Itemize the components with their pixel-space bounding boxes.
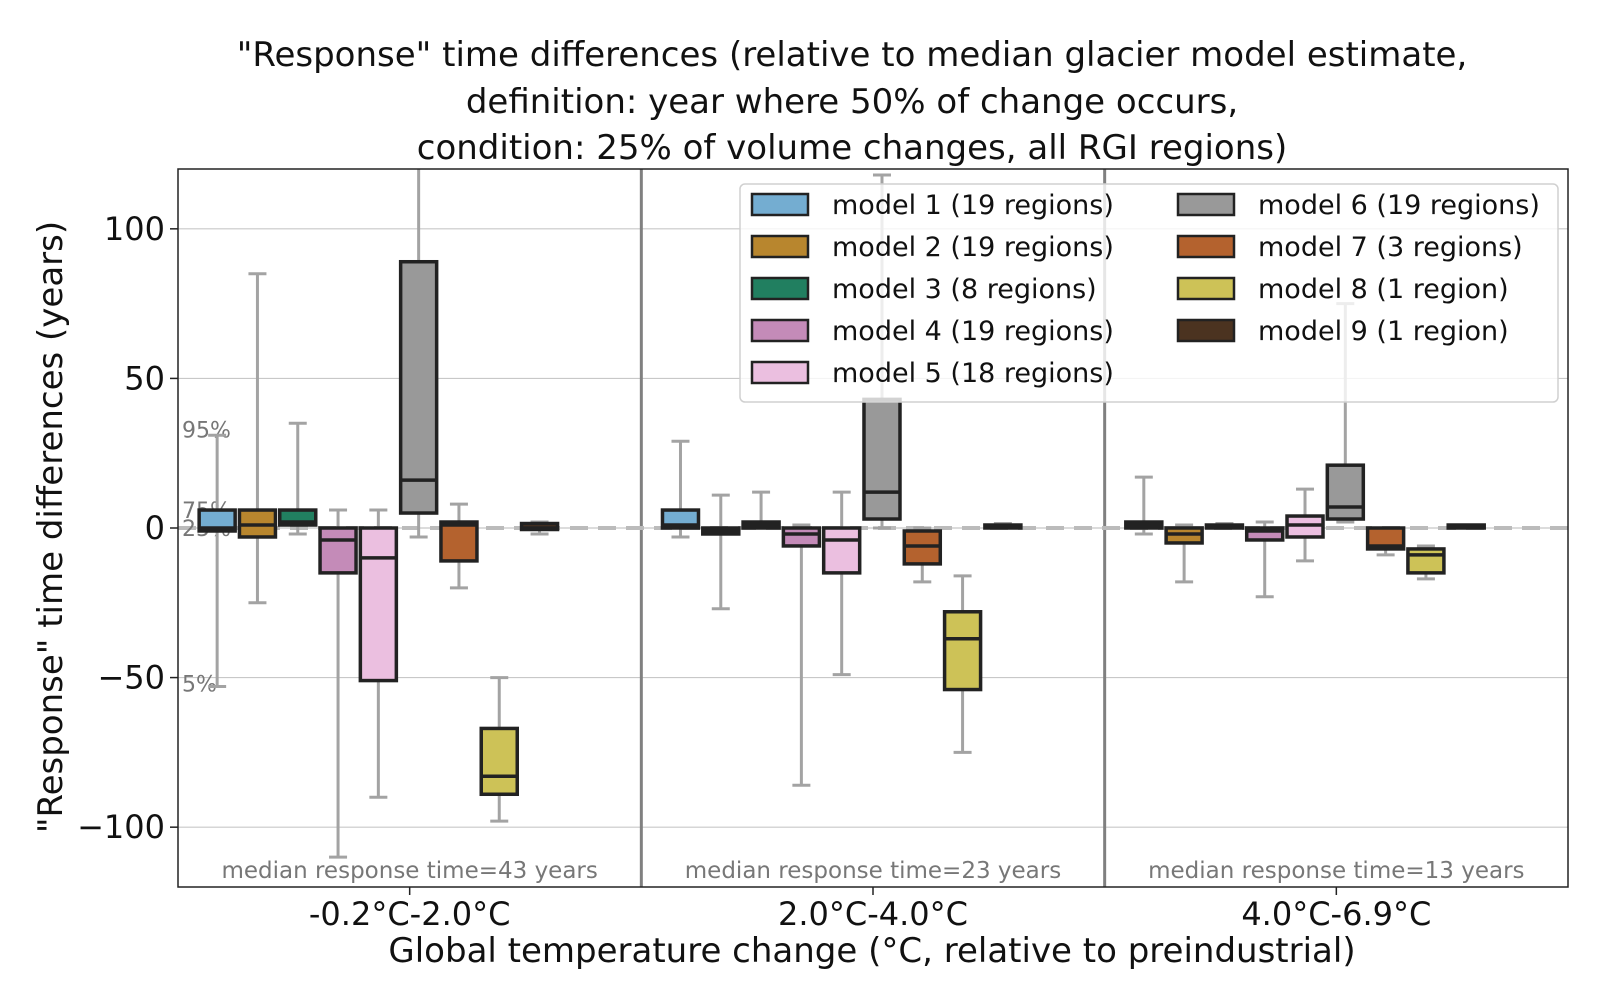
box-item <box>660 439 701 539</box>
box-rect <box>398 259 439 515</box>
legend-label: model 7 (3 regions) <box>1258 232 1523 263</box>
box-item <box>1446 523 1486 530</box>
box-rect <box>1406 547 1446 575</box>
legend-swatch <box>750 192 810 217</box>
legend-swatch <box>1176 234 1236 259</box>
box-rect <box>1325 463 1366 521</box>
chart-title-line-3: condition: 25% of volume changes, all RG… <box>417 128 1288 168</box>
box-item <box>1204 522 1245 530</box>
box-item <box>318 508 358 859</box>
legend-label: model 4 (19 regions) <box>832 316 1114 347</box>
legend-item: model 6 (19 regions) <box>1176 190 1540 221</box>
box-rect <box>1365 526 1406 551</box>
legend-box <box>739 183 1559 403</box>
box-rect <box>479 726 519 797</box>
legend-item: model 9 (1 region) <box>1176 316 1509 347</box>
box-item <box>1365 526 1406 557</box>
percentile-annotations: 95%75%25%5% <box>182 418 231 697</box>
legend-item: model 8 (1 region) <box>1176 274 1509 305</box>
x-axis-label: Global temperature change (°C, relative … <box>388 931 1355 971</box>
legend-swatch <box>750 234 810 259</box>
box-item <box>781 523 822 787</box>
legend-item: model 3 (8 regions) <box>750 274 1097 305</box>
box-item <box>983 522 1023 530</box>
x-tick-label: 4.0°C-6.9°C <box>1241 895 1431 933</box>
x-tick-label: 2.0°C-4.0°C <box>778 895 968 933</box>
box-item <box>479 676 519 823</box>
box-item <box>398 169 439 539</box>
legend-swatch <box>750 318 810 343</box>
box-item <box>741 490 781 530</box>
legend-swatch <box>1176 192 1236 217</box>
legend-item: model 4 (19 regions) <box>750 316 1114 347</box>
y-axis-label: "Response" time differences (years) <box>31 221 71 833</box>
chart-title-line-1: "Response" time differences (relative to… <box>237 35 1468 75</box>
legend-label: model 8 (1 region) <box>1258 274 1509 305</box>
y-axis-ticks: −100 −50 0 50 100 <box>77 210 178 846</box>
y-tick-label: 50 <box>124 359 165 397</box>
box-item <box>439 502 479 590</box>
box-item <box>821 490 862 677</box>
box-item <box>237 272 278 605</box>
box-item <box>278 421 318 536</box>
box-rect <box>197 508 237 533</box>
legend-swatch <box>1176 318 1236 343</box>
box-item <box>197 433 237 689</box>
y-tick-label: 0 <box>145 509 165 547</box>
legend-label: model 5 (18 regions) <box>832 358 1114 389</box>
legend-item: model 5 (18 regions) <box>750 358 1114 389</box>
y-tick-label: −50 <box>97 659 165 697</box>
legend-item: model 7 (3 regions) <box>1176 232 1523 263</box>
median-response-label: median response time=43 years <box>221 858 597 884</box>
box-item <box>358 508 399 799</box>
median-response-labels: median response time=43 years median resp… <box>221 858 1524 884</box>
legend-label: model 9 (1 region) <box>1258 316 1509 347</box>
box-rect <box>358 526 399 683</box>
box-item <box>1406 544 1446 581</box>
y-tick-label: 100 <box>104 210 165 248</box>
box-rect <box>942 610 983 692</box>
box-rect <box>781 526 822 548</box>
box-item <box>1285 487 1325 563</box>
legend-label: model 6 (19 regions) <box>1258 190 1540 221</box>
box-item <box>701 493 741 611</box>
x-tick-label: -0.2°C-2.0°C <box>309 895 511 933</box>
box-rect <box>862 397 902 521</box>
legend: model 1 (19 regions) model 2 (19 regions)… <box>739 183 1559 403</box>
median-response-label: median response time=13 years <box>1148 858 1524 884</box>
legend-swatch <box>1176 276 1236 301</box>
legend-item: model 1 (19 regions) <box>750 190 1114 221</box>
box-rect <box>1244 526 1285 542</box>
legend-label: model 3 (8 regions) <box>832 274 1097 305</box>
box-item <box>902 526 943 584</box>
legend-label: model 2 (19 regions) <box>832 232 1114 263</box>
box-item <box>1164 523 1204 584</box>
y-tick-label: −100 <box>77 808 165 846</box>
legend-item: model 2 (19 regions) <box>750 232 1114 263</box>
box-item <box>519 520 560 536</box>
percentile-label: 95% <box>182 418 231 443</box>
chart-title-line-2: definition: year where 50% of change occ… <box>466 82 1238 122</box>
legend-swatch <box>750 360 810 385</box>
chart-title: "Response" time differences (relative to… <box>237 35 1468 168</box>
x-axis-ticks: -0.2°C-2.0°C 2.0°C-4.0°C 4.0°C-6.9°C <box>309 887 1431 933</box>
box-item <box>1124 475 1164 536</box>
legend-swatch <box>750 276 810 301</box>
box-rect <box>439 520 479 563</box>
box-rect <box>318 526 358 575</box>
box-item <box>1244 520 1285 599</box>
legend-label: model 1 (19 regions) <box>832 190 1114 221</box>
box-rect <box>821 526 862 575</box>
box-item <box>942 574 983 754</box>
box-item <box>1325 302 1366 524</box>
median-response-label: median response time=23 years <box>685 858 1061 884</box>
